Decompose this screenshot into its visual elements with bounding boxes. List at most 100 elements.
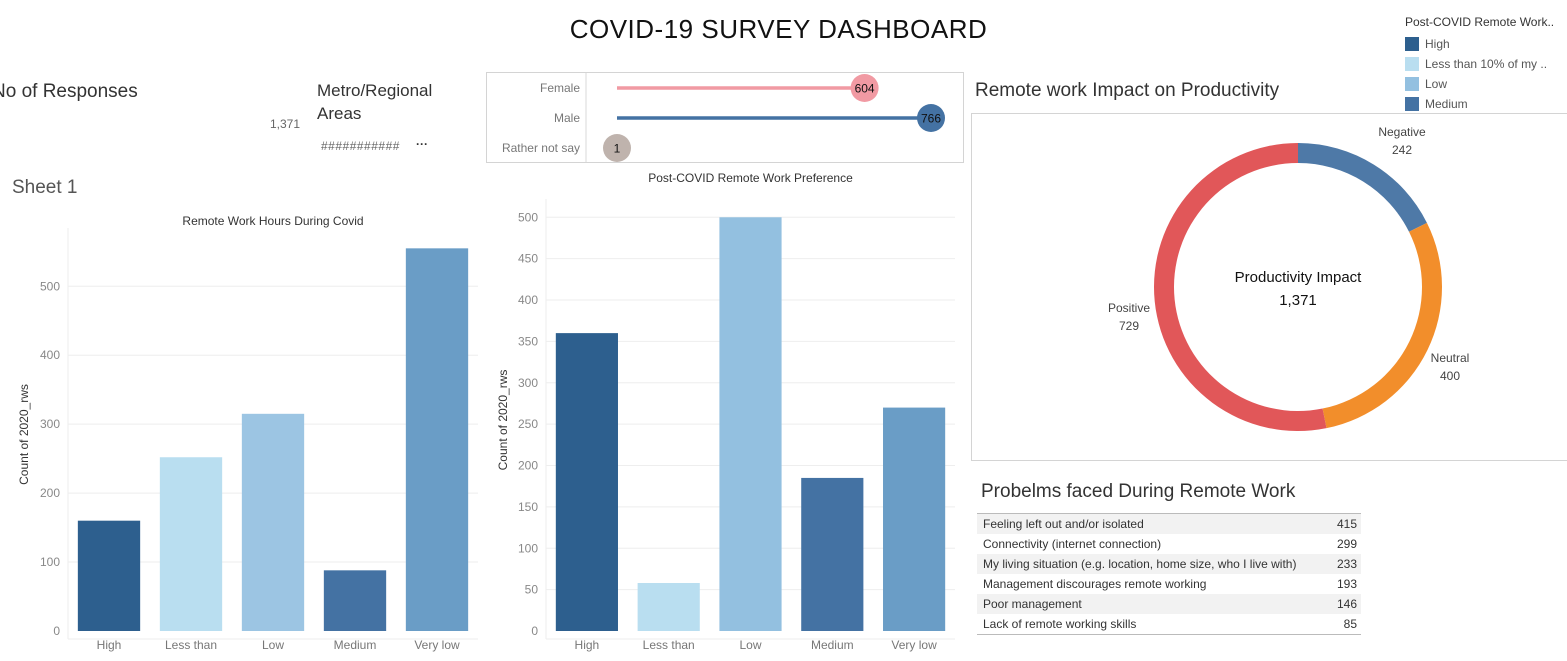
chart-title: Remote Work Hours During Covid: [182, 214, 363, 228]
problems-table: Feeling left out and/or isolated 415 Conne…: [977, 514, 1361, 634]
legend-item[interactable]: Less than 10% of my ..: [1405, 54, 1565, 74]
remote-hours-chart: Remote Work Hours During Covid 0 100 200 300…: [17, 214, 478, 652]
y-axis-title: Count of 2020_rws: [17, 384, 31, 485]
problem-count: 85: [1343, 617, 1357, 631]
bar: [159, 457, 223, 631]
table-row: Feeling left out and/or isolated 415: [977, 514, 1361, 534]
legend-item[interactable]: Low: [1405, 74, 1565, 94]
metro-more-icon[interactable]: ···: [416, 137, 428, 151]
y-tick-label: 400: [40, 348, 60, 362]
y-tick-label: 100: [40, 555, 60, 569]
y-tick-label: 100: [518, 541, 538, 555]
gender-label: Female: [540, 81, 580, 95]
donut-slice: [1322, 222, 1442, 429]
gender-dot: [603, 134, 631, 162]
problem-label: Feeling left out and/or isolated: [977, 514, 1327, 534]
problem-label: Lack of remote working skills: [983, 617, 1137, 631]
bar: [719, 217, 782, 631]
productivity-donut-chart: Negative 242 Neutral 400 Positive 729 Producti…: [1108, 125, 1470, 431]
x-tick-label: High: [575, 638, 600, 652]
donut-slice: [1298, 143, 1427, 232]
metro-value: ###########: [321, 139, 400, 153]
legend-item[interactable]: High: [1405, 34, 1565, 54]
x-tick-label: Medium: [334, 638, 377, 652]
bar: [801, 477, 864, 631]
y-tick-label: 200: [518, 459, 538, 473]
table-row: Management discourages remote working 193: [977, 574, 1361, 594]
chart-title: Post-COVID Remote Work Preference: [648, 171, 853, 185]
y-tick-label: 500: [40, 279, 60, 293]
bar: [883, 407, 946, 631]
slice-label: Neutral: [1431, 351, 1470, 365]
table-row: Connectivity (internet connection) 299: [977, 534, 1361, 554]
legend-label: Less than 10% of my ..: [1425, 57, 1548, 71]
problems-title: Probelms faced During Remote Work: [981, 481, 1296, 502]
bar: [323, 570, 387, 631]
bar: [405, 248, 469, 631]
remote-preference-chart: Post-COVID Remote Work Preference 0 50 100 1…: [496, 171, 955, 652]
problem-label: Management discourages remote working: [983, 577, 1207, 591]
y-tick-label: 400: [518, 293, 538, 307]
y-tick-label: 350: [518, 334, 538, 348]
y-tick-label: 250: [518, 417, 538, 431]
productivity-title: Remote work Impact on Productivity: [975, 80, 1280, 101]
x-tick-label: Low: [739, 638, 761, 652]
legend: Post-COVID Remote Work.. High Less than 1…: [1405, 15, 1565, 114]
legend-label: Low: [1425, 77, 1448, 91]
bar: [241, 413, 305, 631]
dashboard-title: COVID-19 SURVEY DASHBOARD: [569, 14, 988, 44]
legend-swatch: [1405, 77, 1419, 91]
y-tick-label: 0: [531, 624, 538, 638]
donut-center-label: Productivity Impact: [1235, 269, 1363, 286]
responses-label: No of Responses: [0, 81, 138, 102]
gender-lollipop-chart: Female 604 Male 766 Rather not say 1: [502, 73, 945, 162]
table-row: My living situation (e.g. location, home…: [977, 554, 1361, 574]
legend-label: High: [1425, 37, 1450, 51]
legend-swatch: [1405, 37, 1419, 51]
legend-title: Post-COVID Remote Work..: [1405, 15, 1555, 29]
responses-value: 1,371: [269, 117, 300, 131]
x-tick-label: Very low: [891, 638, 937, 652]
y-tick-label: 450: [518, 252, 538, 266]
slice-value: 729: [1119, 319, 1139, 333]
x-tick-label: Low: [262, 638, 284, 652]
x-tick-label: Less than: [643, 638, 695, 652]
table-row: Poor management 146: [977, 594, 1361, 614]
y-tick-label: 300: [40, 417, 60, 431]
gender-label: Male: [554, 111, 580, 125]
x-tick-label: High: [97, 638, 122, 652]
x-tick-label: Very low: [414, 638, 460, 652]
gender-value: 1: [614, 142, 621, 156]
slice-label: Negative: [1378, 125, 1426, 139]
x-tick-label: Medium: [811, 638, 854, 652]
bar: [637, 583, 700, 631]
gender-value: 604: [855, 82, 875, 96]
gender-dot: [850, 74, 879, 102]
bar: [77, 520, 141, 631]
legend-label: Medium: [1425, 97, 1468, 111]
donut-slice: [1154, 143, 1327, 431]
gender-value: 766: [921, 112, 941, 126]
problem-label: Connectivity (internet connection): [983, 537, 1162, 551]
legend-item[interactable]: Medium: [1405, 94, 1565, 114]
problem-label: My living situation (e.g. location, home…: [977, 554, 1327, 574]
y-tick-label: 0: [53, 624, 60, 638]
gender-panel: Female 604 Male 766 Rather not say 1: [486, 72, 964, 163]
problems-table-wrap: Feeling left out and/or isolated 415 Conne…: [977, 513, 1361, 635]
legend-swatch: [1405, 97, 1419, 111]
y-tick-label: 300: [518, 376, 538, 390]
problem-count: 299: [1336, 537, 1357, 551]
table-row: Lack of remote working skills 85: [977, 614, 1361, 634]
y-tick-label: 50: [525, 583, 539, 597]
donut-center-value: 1,371: [1279, 292, 1317, 309]
y-tick-label: 200: [40, 486, 60, 500]
gender-dot: [917, 104, 945, 132]
gender-label: Rather not say: [502, 141, 580, 155]
problem-count: 146: [1327, 594, 1361, 614]
problem-count: 193: [1336, 577, 1357, 591]
problem-count: 233: [1327, 554, 1361, 574]
slice-value: 400: [1440, 369, 1460, 383]
metro-label: Metro/Regional Areas: [317, 81, 433, 123]
sheet-label: Sheet 1: [12, 177, 78, 198]
legend-swatch: [1405, 57, 1419, 71]
